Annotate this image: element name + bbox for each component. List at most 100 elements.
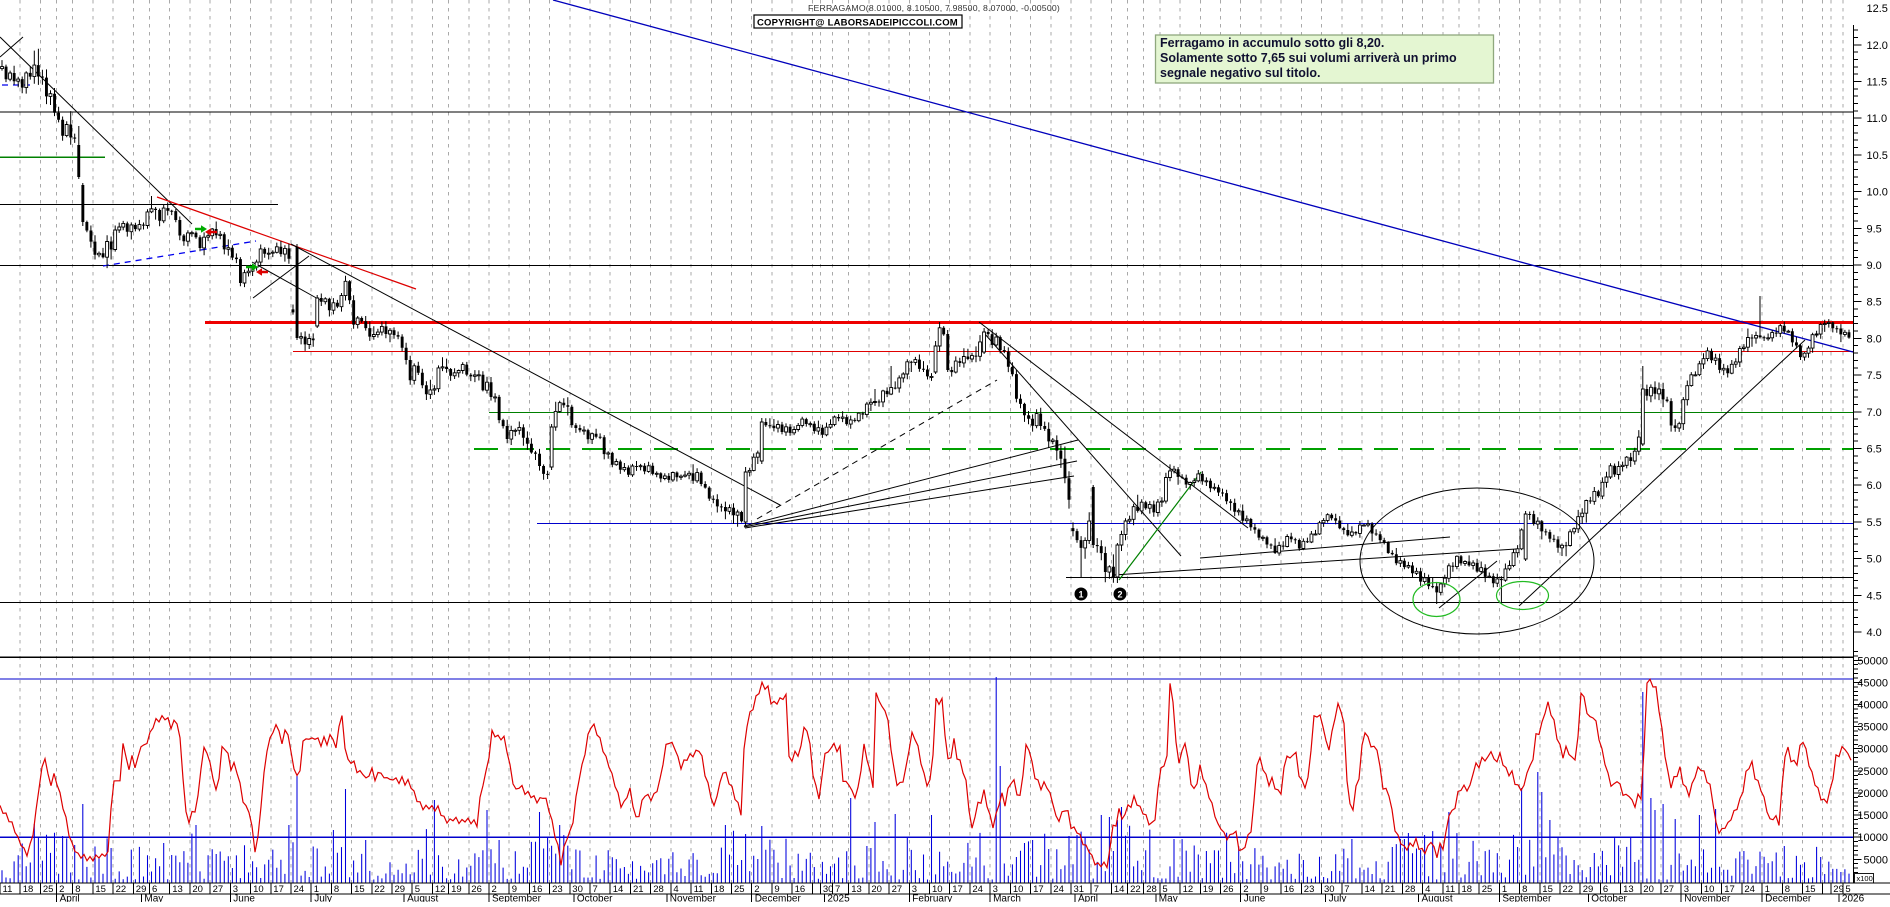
svg-text:28: 28 (653, 884, 664, 895)
svg-text:3: 3 (993, 884, 998, 895)
svg-text:May: May (144, 894, 163, 903)
svg-text:10: 10 (1013, 884, 1024, 895)
svg-text:4: 4 (1425, 884, 1430, 895)
svg-text:7: 7 (835, 884, 840, 895)
svg-text:FERRAGAMO(8.01000, 8.10500, 7.: FERRAGAMO(8.01000, 8.10500, 7.98500, 8.0… (808, 3, 1060, 13)
svg-text:50000: 50000 (1857, 655, 1888, 667)
svg-text:5: 5 (1845, 884, 1850, 895)
svg-text:27: 27 (892, 884, 903, 895)
svg-text:23: 23 (552, 884, 563, 895)
svg-text:1: 1 (1502, 884, 1507, 895)
svg-text:2026: 2026 (1842, 894, 1865, 903)
svg-text:20: 20 (871, 884, 882, 895)
svg-text:June: June (233, 894, 255, 903)
svg-text:27: 27 (1664, 884, 1675, 895)
svg-text:18: 18 (23, 884, 34, 895)
svg-text:11.5: 11.5 (1867, 77, 1888, 89)
svg-text:February: February (912, 894, 952, 903)
svg-text:17: 17 (952, 884, 963, 895)
svg-text:22: 22 (1130, 884, 1141, 895)
svg-text:11: 11 (1445, 884, 1455, 895)
svg-text:27: 27 (213, 884, 224, 895)
svg-text:24: 24 (972, 884, 983, 895)
svg-text:17: 17 (1724, 884, 1735, 895)
svg-text:26: 26 (1223, 884, 1234, 895)
svg-text:2: 2 (1117, 590, 1122, 600)
svg-text:45000: 45000 (1857, 677, 1888, 689)
svg-text:2: 2 (492, 884, 497, 895)
svg-text:2: 2 (1243, 884, 1248, 895)
svg-text:6.5: 6.5 (1867, 444, 1882, 456)
svg-text:October: October (577, 894, 613, 903)
svg-text:29: 29 (395, 884, 406, 895)
svg-text:3: 3 (912, 884, 917, 895)
svg-text:8: 8 (1785, 884, 1790, 895)
svg-text:8: 8 (75, 884, 80, 895)
svg-text:8: 8 (1522, 884, 1527, 895)
svg-text:17: 17 (1033, 884, 1044, 895)
svg-text:August: August (407, 894, 438, 903)
svg-text:10.0: 10.0 (1867, 187, 1888, 199)
svg-text:July: July (314, 894, 332, 903)
svg-text:12.0: 12.0 (1867, 40, 1888, 52)
svg-text:29: 29 (1583, 884, 1594, 895)
svg-text:7: 7 (593, 884, 598, 895)
svg-text:10.5: 10.5 (1867, 150, 1888, 162)
svg-text:6.0: 6.0 (1867, 480, 1882, 492)
svg-text:segnale negativo sul titolo.: segnale negativo sul titolo. (1160, 66, 1320, 80)
svg-text:1: 1 (1765, 884, 1770, 895)
svg-text:22: 22 (116, 884, 127, 895)
svg-text:25: 25 (734, 884, 745, 895)
svg-text:July: July (1329, 894, 1347, 903)
svg-text:5: 5 (415, 884, 420, 895)
svg-text:30: 30 (823, 884, 834, 895)
svg-text:6: 6 (152, 884, 157, 895)
svg-text:10: 10 (253, 884, 264, 895)
svg-text:2025: 2025 (827, 894, 850, 903)
svg-text:December: December (755, 894, 802, 903)
svg-text:7: 7 (1344, 884, 1349, 895)
svg-text:24: 24 (1053, 884, 1064, 895)
svg-text:14: 14 (1365, 884, 1376, 895)
svg-text:9: 9 (512, 884, 517, 895)
svg-text:25: 25 (43, 884, 54, 895)
svg-text:9: 9 (774, 884, 779, 895)
svg-text:3: 3 (1684, 884, 1689, 895)
svg-text:5: 5 (1162, 884, 1167, 895)
svg-text:13: 13 (172, 884, 183, 895)
svg-text:20: 20 (1643, 884, 1654, 895)
svg-text:9.0: 9.0 (1867, 260, 1882, 272)
svg-text:11: 11 (694, 884, 704, 895)
svg-text:31: 31 (1074, 884, 1085, 895)
svg-text:August: August (1422, 894, 1453, 903)
svg-text:September: September (492, 894, 542, 903)
svg-text:10: 10 (1704, 884, 1715, 895)
svg-text:22: 22 (374, 884, 385, 895)
svg-text:16: 16 (795, 884, 806, 895)
svg-text:30: 30 (1324, 884, 1335, 895)
svg-text:10: 10 (932, 884, 943, 895)
svg-text:15: 15 (1542, 884, 1553, 895)
svg-text:7.0: 7.0 (1867, 407, 1882, 419)
svg-text:8.5: 8.5 (1867, 297, 1882, 309)
svg-text:16: 16 (1284, 884, 1295, 895)
svg-text:3: 3 (233, 884, 238, 895)
svg-text:13: 13 (851, 884, 862, 895)
svg-text:15: 15 (95, 884, 106, 895)
svg-text:29: 29 (1833, 884, 1844, 895)
svg-text:35000: 35000 (1857, 722, 1888, 734)
svg-text:15: 15 (1805, 884, 1816, 895)
svg-text:7.5: 7.5 (1867, 370, 1882, 382)
svg-text:23: 23 (1304, 884, 1315, 895)
svg-text:10000: 10000 (1857, 832, 1888, 844)
svg-text:12: 12 (1183, 884, 1194, 895)
svg-text:28: 28 (1405, 884, 1416, 895)
svg-text:November: November (1684, 894, 1731, 903)
svg-text:30000: 30000 (1857, 744, 1888, 756)
svg-text:40000: 40000 (1857, 700, 1888, 712)
svg-text:25000: 25000 (1857, 766, 1888, 778)
svg-text:21: 21 (1385, 884, 1396, 895)
svg-text:24: 24 (1744, 884, 1755, 895)
svg-text:22: 22 (1563, 884, 1574, 895)
svg-text:16: 16 (532, 884, 543, 895)
